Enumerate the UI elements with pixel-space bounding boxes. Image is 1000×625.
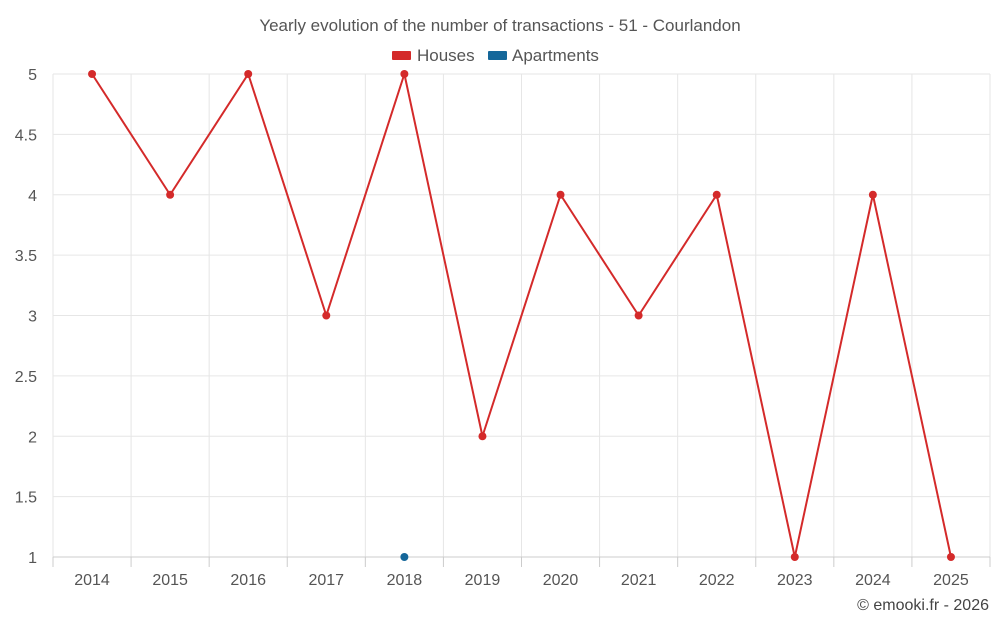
y-tick-label: 4 (28, 188, 37, 205)
x-axis: 2014 2015 2016 2017 2018 2019 2020 2021 2022 2023… (52, 556, 991, 589)
data-point-houses[interactable] (400, 70, 409, 78)
legend-swatch-houses[interactable] (392, 51, 411, 60)
x-tick-label: 2024 (855, 572, 891, 589)
data-point-apartments[interactable] (400, 553, 409, 561)
y-tick-label: 2 (28, 429, 37, 446)
x-tick-label: 2022 (699, 572, 735, 589)
series-line-houses (91, 73, 952, 558)
data-point-houses[interactable] (88, 70, 97, 78)
x-tick-label: 2016 (230, 572, 266, 589)
data-point-houses[interactable] (634, 311, 643, 320)
y-tick-label: 1.5 (15, 490, 37, 507)
x-tick-label: 2017 (308, 572, 344, 589)
y-tick-label: 5 (28, 67, 37, 84)
chart-title: Yearly evolution of the number of transa… (259, 16, 740, 35)
y-tick-label: 4.5 (15, 127, 37, 144)
y-axis: 1 1.5 2 2.5 3 3.5 4 4.5 5 (15, 67, 37, 567)
data-point-houses[interactable] (478, 432, 487, 441)
credit-text: © emooki.fr - 2026 (857, 597, 989, 614)
x-tick-label: 2020 (543, 572, 579, 589)
data-point-houses[interactable] (556, 190, 565, 199)
x-tick-label: 2025 (933, 572, 969, 589)
gridlines (52, 73, 991, 557)
x-tick-label: 2019 (465, 572, 501, 589)
x-tick-label: 2023 (777, 572, 813, 589)
legend[interactable]: Houses Apartments (392, 46, 599, 65)
data-point-houses[interactable] (946, 553, 955, 561)
data-point-houses[interactable] (244, 70, 253, 78)
x-tick-label: 2014 (74, 572, 110, 589)
x-tick-label: 2018 (387, 572, 423, 589)
data-point-houses[interactable] (712, 190, 721, 199)
data-point-houses[interactable] (322, 311, 331, 320)
y-tick-label: 1 (28, 550, 37, 567)
y-tick-label: 3 (28, 309, 37, 326)
data-point-houses[interactable] (868, 190, 877, 199)
data-point-houses[interactable] (790, 553, 799, 561)
legend-label-apartments[interactable]: Apartments (512, 46, 599, 65)
legend-label-houses[interactable]: Houses (417, 46, 475, 65)
legend-swatch-apartments[interactable] (488, 51, 507, 60)
series-layer (88, 70, 955, 561)
data-point-houses[interactable] (166, 190, 175, 199)
y-tick-label: 3.5 (15, 248, 37, 265)
y-tick-label: 2.5 (15, 369, 37, 386)
x-tick-label: 2021 (621, 572, 657, 589)
x-tick-label: 2015 (152, 572, 188, 589)
